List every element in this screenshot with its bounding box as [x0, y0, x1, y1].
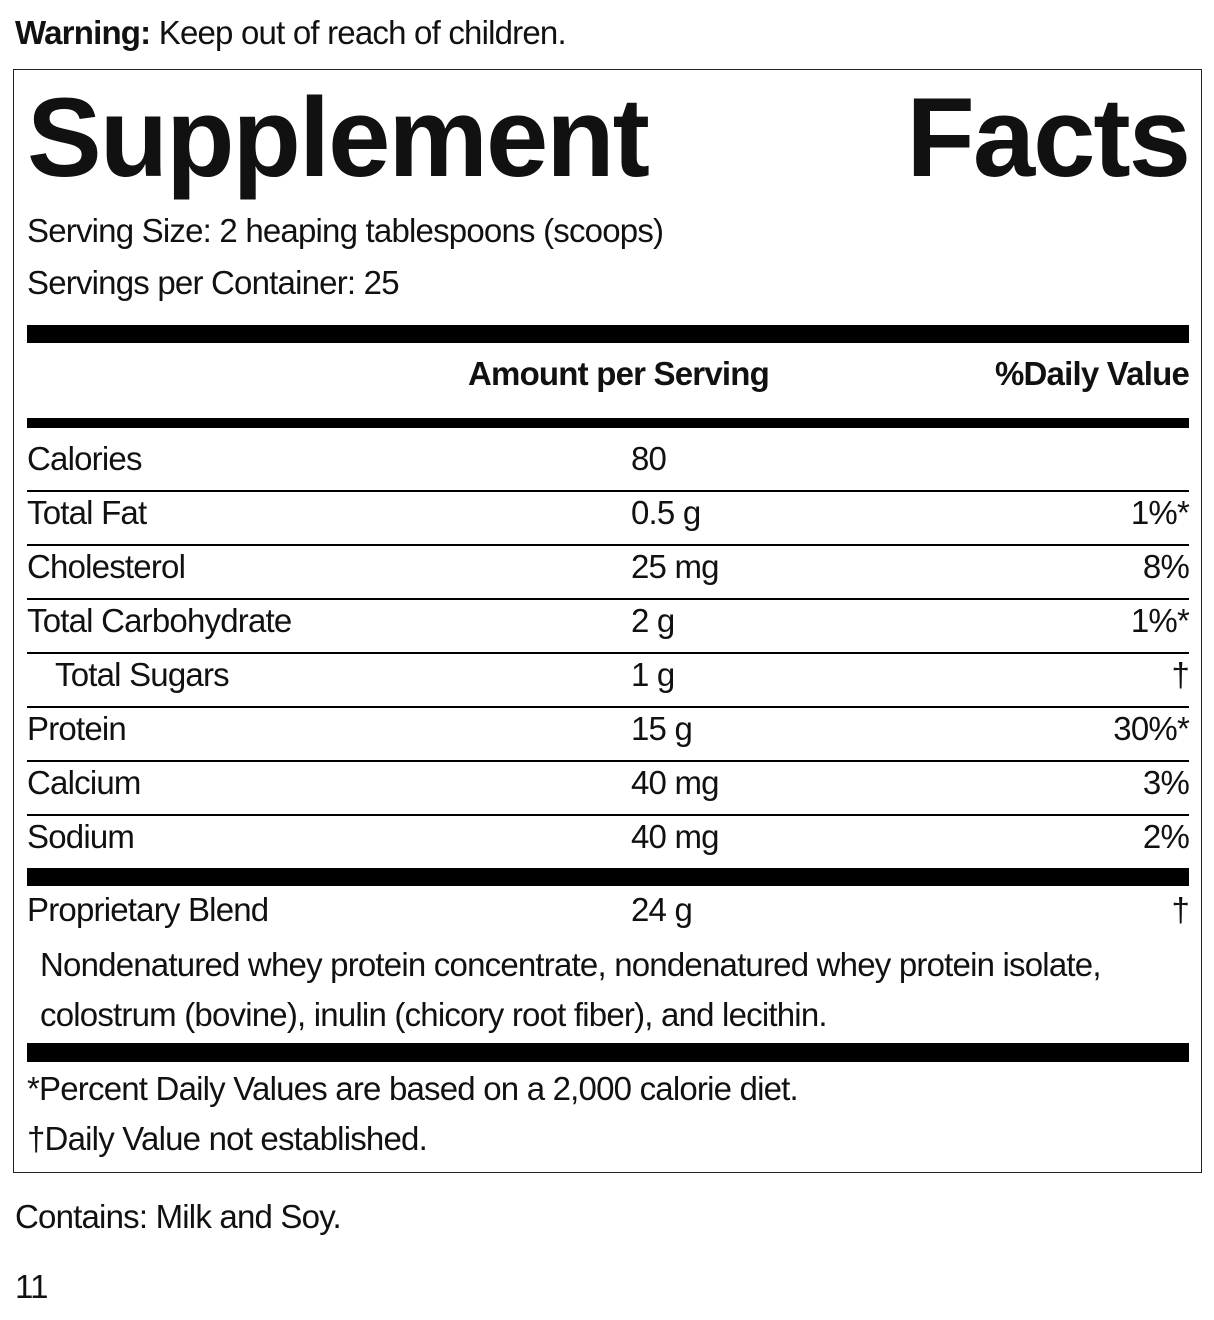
thick-rule	[27, 868, 1189, 886]
nutrient-amount: 80	[631, 440, 667, 477]
blend-ingredients: Nondenatured whey protein concentrate, n…	[40, 946, 1101, 1033]
title: Supplement Facts	[27, 75, 1191, 200]
nutrient-name: Calories	[27, 440, 142, 477]
nutrient-amount: 15 g	[631, 710, 693, 747]
contains: Contains: Milk and Soy.	[15, 1198, 342, 1235]
nutrient-amount: 40 mg	[631, 764, 720, 801]
footnote: †Daily Value not established.	[27, 1120, 428, 1157]
nutrient-amount: 40 mg	[631, 818, 720, 855]
nutrient-name: Sodium	[27, 818, 135, 855]
footnote: *Percent Daily Values are based on a 2,0…	[27, 1070, 799, 1107]
blend-amount: 24 g	[631, 891, 693, 928]
row-divider	[27, 652, 1189, 654]
facts-panel	[13, 69, 1202, 1173]
row-divider	[27, 760, 1189, 762]
row-divider	[27, 490, 1189, 492]
warning-label: Warning:	[15, 14, 151, 51]
nutrient-daily-value: 1%*	[1130, 494, 1190, 531]
page-number: 11	[15, 1268, 48, 1305]
blend-daily-value: †	[1171, 891, 1189, 928]
row-divider	[27, 706, 1189, 708]
daily-value-header: %Daily Value	[994, 355, 1190, 392]
nutrient-name: Total Carbohydrate	[27, 602, 292, 639]
amount-header: Amount per Serving	[468, 355, 770, 392]
nutrient-daily-value: 3%	[1142, 764, 1190, 801]
nutrient-amount: 1 g	[631, 656, 675, 693]
thick-rule	[27, 418, 1189, 428]
serving-size: Serving Size: 2 heaping tablespoons (sco…	[27, 212, 664, 249]
nutrient-name: Protein	[27, 710, 127, 747]
nutrient-daily-value: 2%	[1142, 818, 1190, 855]
row-divider	[27, 544, 1189, 546]
warning-text: Keep out of reach of children.	[158, 14, 567, 51]
nutrient-amount: 25 mg	[631, 548, 720, 585]
row-divider	[27, 814, 1189, 816]
warning: Warning: Keep out of reach of children.	[15, 14, 567, 52]
nutrient-name: Calcium	[27, 764, 141, 801]
blend-name: Proprietary Blend	[27, 891, 269, 928]
nutrient-amount: 2 g	[631, 602, 675, 639]
nutrient-daily-value: 1%*	[1130, 602, 1190, 639]
nutrient-daily-value: †	[1171, 656, 1189, 693]
nutrient-name: Total Fat	[27, 494, 147, 531]
thick-rule	[27, 1043, 1189, 1062]
row-divider	[27, 598, 1189, 600]
nutrient-daily-value: 30%*	[1113, 710, 1190, 747]
nutrient-name: Cholesterol	[27, 548, 186, 585]
servings-per-container: Servings per Container: 25	[27, 264, 400, 301]
nutrient-amount: 0.5 g	[631, 494, 701, 531]
thick-rule	[27, 325, 1189, 343]
nutrient-name: Total Sugars	[55, 656, 230, 693]
nutrient-daily-value: 8%	[1142, 548, 1190, 585]
